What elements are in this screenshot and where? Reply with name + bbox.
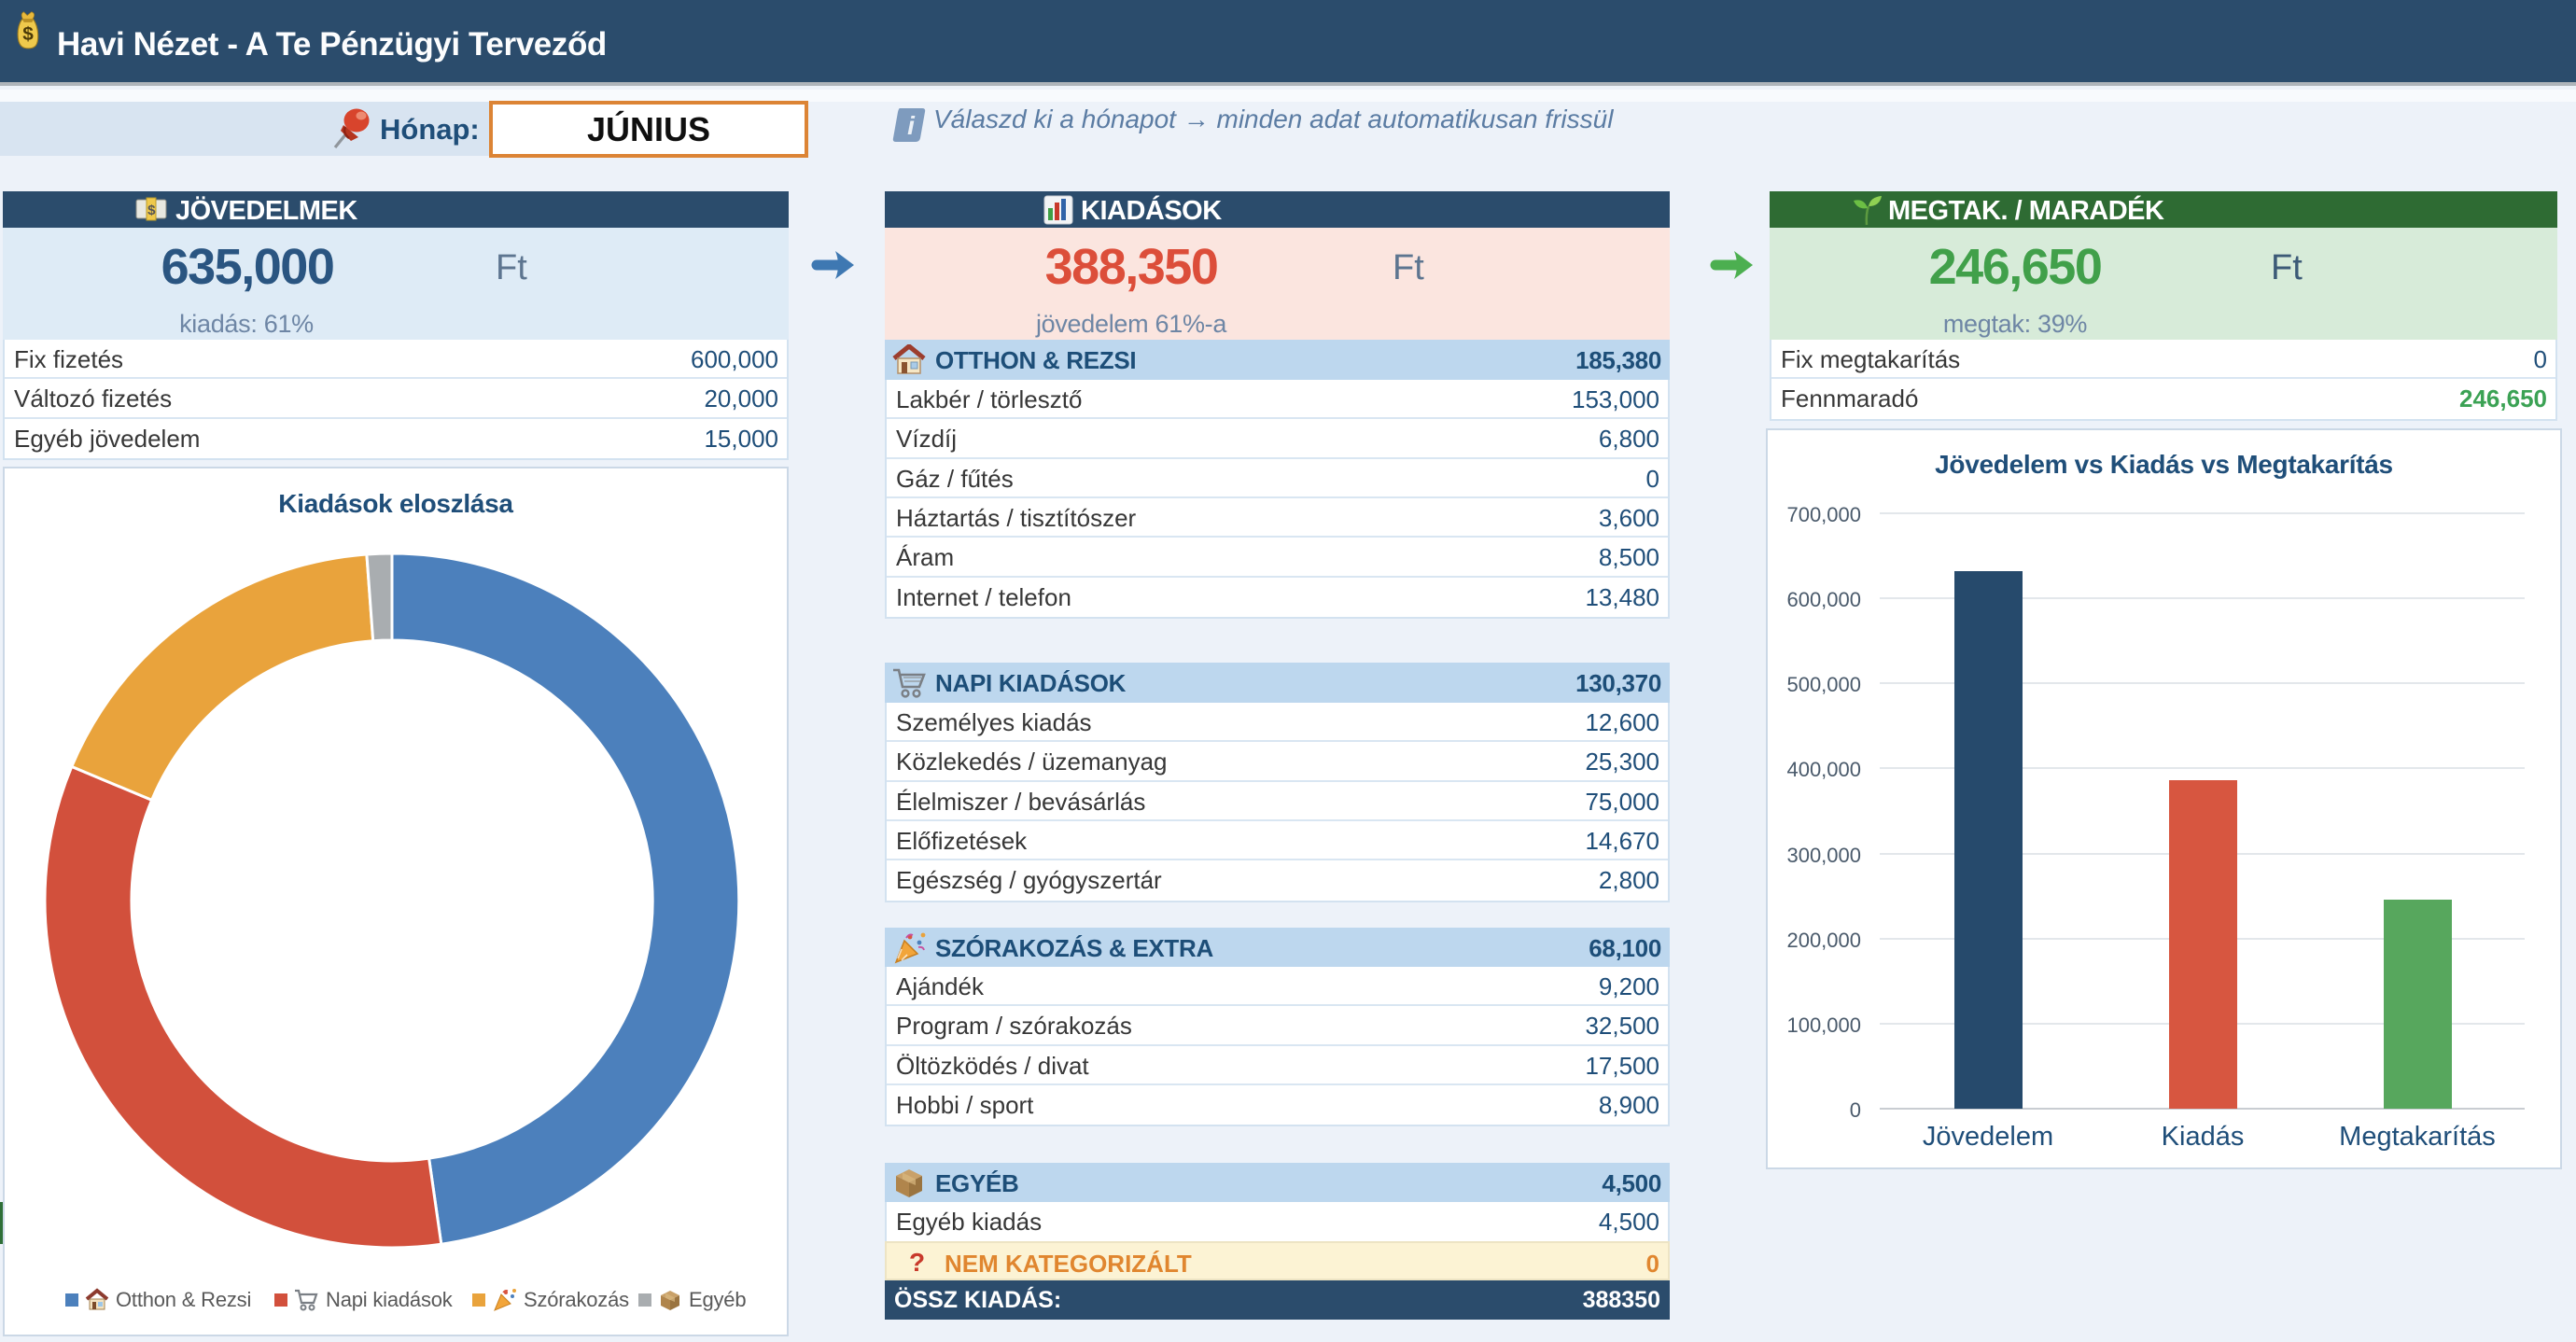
svg-text:400,000: 400,000 <box>1786 758 1861 781</box>
svg-text:100,000: 100,000 <box>1786 1013 1861 1037</box>
svg-text:500,000: 500,000 <box>1786 673 1861 696</box>
svg-text:i: i <box>907 111 916 140</box>
svg-text:Jövedelem: Jövedelem <box>1923 1122 2053 1152</box>
svg-text:600,000: 600,000 <box>1786 588 1861 611</box>
svg-text:300,000: 300,000 <box>1786 844 1861 867</box>
svg-text:700,000: 700,000 <box>1786 503 1861 526</box>
svg-text:0: 0 <box>1850 1098 1861 1122</box>
svg-text:Kiadás: Kiadás <box>2162 1122 2245 1152</box>
svg-text:200,000: 200,000 <box>1786 929 1861 952</box>
svg-text:Megtakarítás: Megtakarítás <box>2339 1122 2496 1152</box>
svg-text:$: $ <box>147 203 156 218</box>
svg-text:$: $ <box>22 23 34 45</box>
